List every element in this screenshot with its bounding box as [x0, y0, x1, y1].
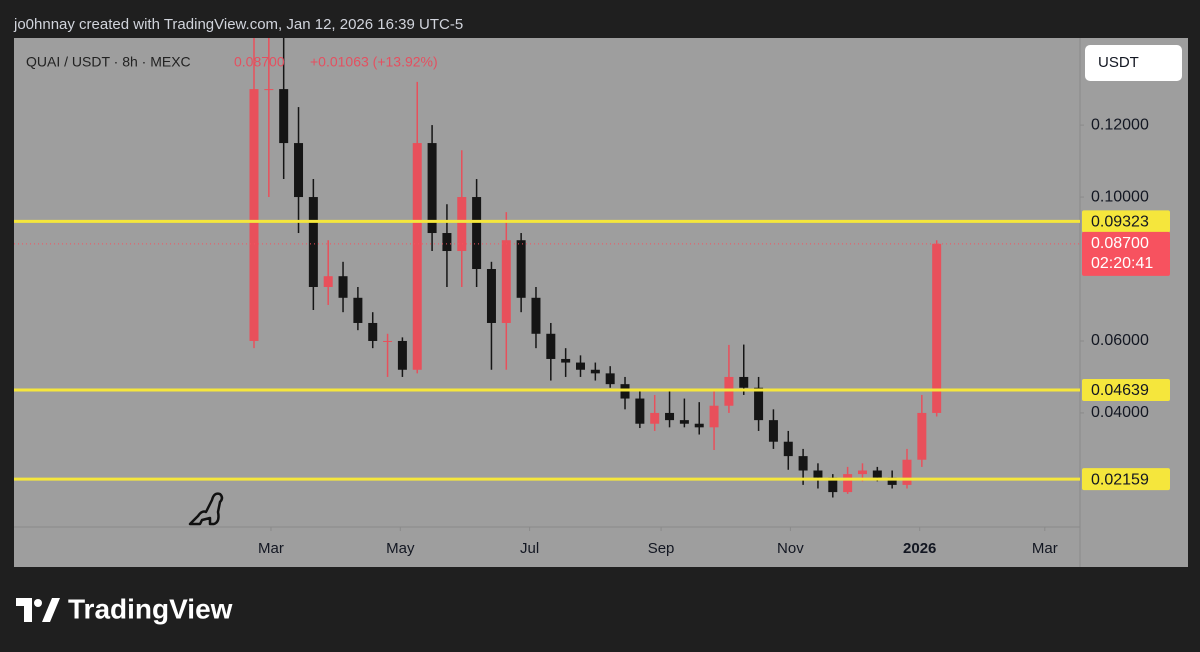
candle-body — [917, 412, 927, 460]
chart-panel — [14, 38, 1188, 567]
y-tick-label: 0.10000 — [1091, 188, 1149, 205]
candle-body — [516, 240, 526, 298]
candle-body — [605, 373, 615, 385]
y-tick-label: 0.06000 — [1091, 332, 1149, 349]
legend-change: +0.01063 (+13.92%) — [310, 54, 438, 70]
candle-body — [531, 297, 541, 334]
candle-body — [768, 420, 778, 442]
y-tick-label: 0.12000 — [1091, 116, 1149, 133]
level-label-bg — [1082, 468, 1170, 491]
level-label-bg — [1082, 378, 1170, 401]
candle-body — [590, 369, 600, 374]
axes: 0.12000 0.10000 0.06000 0.04000 Mar May Jul Sep… — [258, 116, 1149, 557]
candle-body — [442, 233, 452, 252]
candle-body — [694, 423, 704, 428]
candle-body — [650, 412, 660, 424]
brand-name: TradingView — [68, 593, 233, 624]
candle-body — [561, 358, 571, 363]
level-label: 0.02159 — [1091, 471, 1149, 488]
candle-body — [427, 143, 437, 234]
candle-body — [383, 340, 393, 342]
candle-body — [546, 333, 556, 359]
price-label-bg — [1082, 231, 1170, 276]
x-tick-label: 2026 — [903, 540, 936, 557]
candle-body — [264, 89, 274, 91]
candle-body — [739, 376, 749, 388]
x-tick-label: Sep — [648, 540, 675, 557]
candle-body — [308, 197, 318, 287]
x-tick-label: Mar — [258, 540, 284, 557]
candle-body — [338, 276, 348, 298]
brand-logo — [16, 598, 60, 622]
candle-body — [857, 470, 867, 475]
x-tick-label: Nov — [777, 540, 804, 557]
candle-body — [887, 477, 897, 485]
dino-icon — [188, 492, 224, 526]
currency-button[interactable] — [1085, 45, 1182, 81]
candle-body — [412, 143, 422, 370]
candle-body — [635, 398, 645, 424]
currency-button-label[interactable]: USDT — [1098, 54, 1139, 71]
price-countdown: 02:20:41 — [1091, 255, 1153, 272]
candle-body — [872, 470, 882, 478]
candle-body — [486, 269, 496, 323]
legend-price: 0.08700 — [234, 54, 285, 70]
candle-body — [368, 322, 378, 341]
x-tick-label: Jul — [520, 540, 539, 557]
level-label-bg — [1082, 210, 1170, 233]
x-tick-label: Mar — [1032, 540, 1058, 557]
candle-body — [665, 412, 675, 421]
candle-body — [294, 143, 304, 198]
symbol-title: QUAI / USDT · 8h · MEXC — [26, 54, 191, 70]
y-tick-label: 0.04000 — [1091, 404, 1149, 421]
candle-body — [932, 243, 942, 413]
candle-body — [783, 441, 793, 457]
level-label: 0.04639 — [1091, 382, 1149, 399]
candle-body — [323, 276, 333, 287]
price-label: 0.08700 — [1091, 235, 1149, 252]
header: jo0hnnay created with TradingView.com, J… — [13, 16, 463, 33]
x-tick-label: May — [386, 540, 415, 557]
plot-area — [249, 38, 942, 498]
candle-body — [828, 477, 838, 493]
candle-body — [754, 387, 764, 421]
candle-body — [679, 420, 689, 424]
candle-body — [575, 362, 585, 370]
candle-body — [813, 470, 823, 478]
candle-body — [843, 474, 853, 493]
candle-body — [798, 456, 808, 471]
candle-body — [249, 89, 259, 341]
candle-body — [472, 197, 482, 270]
candle-body — [501, 240, 511, 323]
candle-body — [709, 405, 719, 428]
candle-body — [397, 340, 407, 370]
candle-body — [353, 297, 363, 323]
candle-body — [279, 89, 289, 144]
candle-body — [902, 459, 912, 485]
candle-body — [457, 197, 467, 252]
level-label: 0.09323 — [1091, 214, 1149, 231]
